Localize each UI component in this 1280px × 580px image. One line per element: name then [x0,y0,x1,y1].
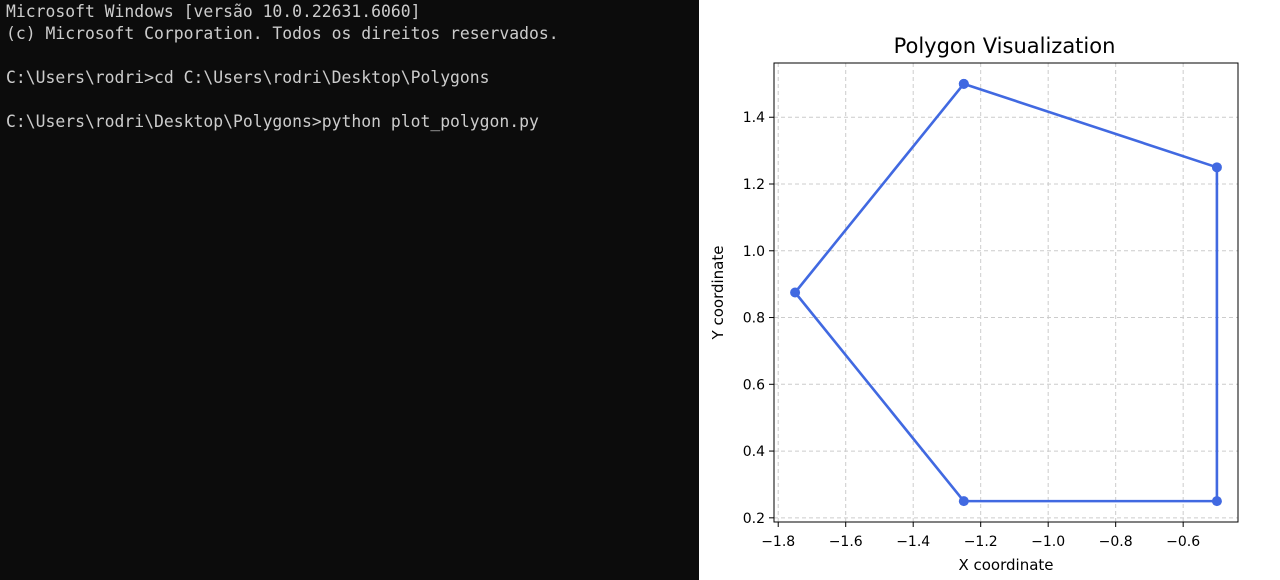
y-tick-label: 0.4 [743,444,765,460]
terminal-line: Microsoft Windows [versão 10.0.22631.606… [6,2,421,21]
grid [774,63,1238,522]
plot-frame [773,62,1239,523]
x-tick-label: −1.0 [1031,534,1065,550]
x-tick-label: −1.2 [964,534,998,550]
terminal-prompt-line: C:\Users\rodri\Desktop\Polygons>python p… [6,112,539,131]
polygon-vertex-marker [790,287,801,298]
polygon-series [790,78,1222,507]
y-axis-label: Y coordinate [709,246,727,341]
x-tick-label: −0.6 [1166,534,1200,550]
y-tick-label: 1.2 [743,177,765,193]
y-tick-label: 0.8 [743,311,765,327]
y-tick-label: 1.0 [743,244,765,260]
terminal-line: C:\Users\rodri>cd C:\Users\rodri\Desktop… [6,68,490,87]
x-tick-label: −1.6 [829,534,863,550]
axes: −1.8 −1.6 −1.4 −1.2 −1.0 −0.8 −0.6 0.2 0.4 0.6 0.8… [743,110,1201,550]
terminal-line: (c) Microsoft Corporation. Todos os dire… [6,24,559,43]
polygon-vertex-marker [1211,496,1222,507]
x-tick-label: −1.4 [896,534,930,550]
x-axis-label: X coordinate [958,556,1053,574]
y-tick-label: 0.2 [743,511,765,527]
x-tick-label: −1.8 [761,534,795,550]
polygon-vertex-marker [1211,162,1222,173]
y-tick-label: 1.4 [743,110,765,126]
polygon-line [793,82,1219,503]
polygon-vertex-marker [958,496,969,507]
terminal-window[interactable]: Microsoft Windows [versão 10.0.22631.606… [0,0,699,580]
y-tick-label: 0.6 [743,377,765,393]
x-tick-label: −0.8 [1099,534,1133,550]
polygon-vertex-marker [958,78,969,89]
polygon-chart: Polygon Visualization −1.8 −1.6 −1.4 −1.2 −1… [709,34,1239,574]
plot-window: Polygon Visualization −1.8 −1.6 −1.4 −1.2 −1… [699,0,1280,580]
chart-title: Polygon Visualization [894,34,1116,58]
